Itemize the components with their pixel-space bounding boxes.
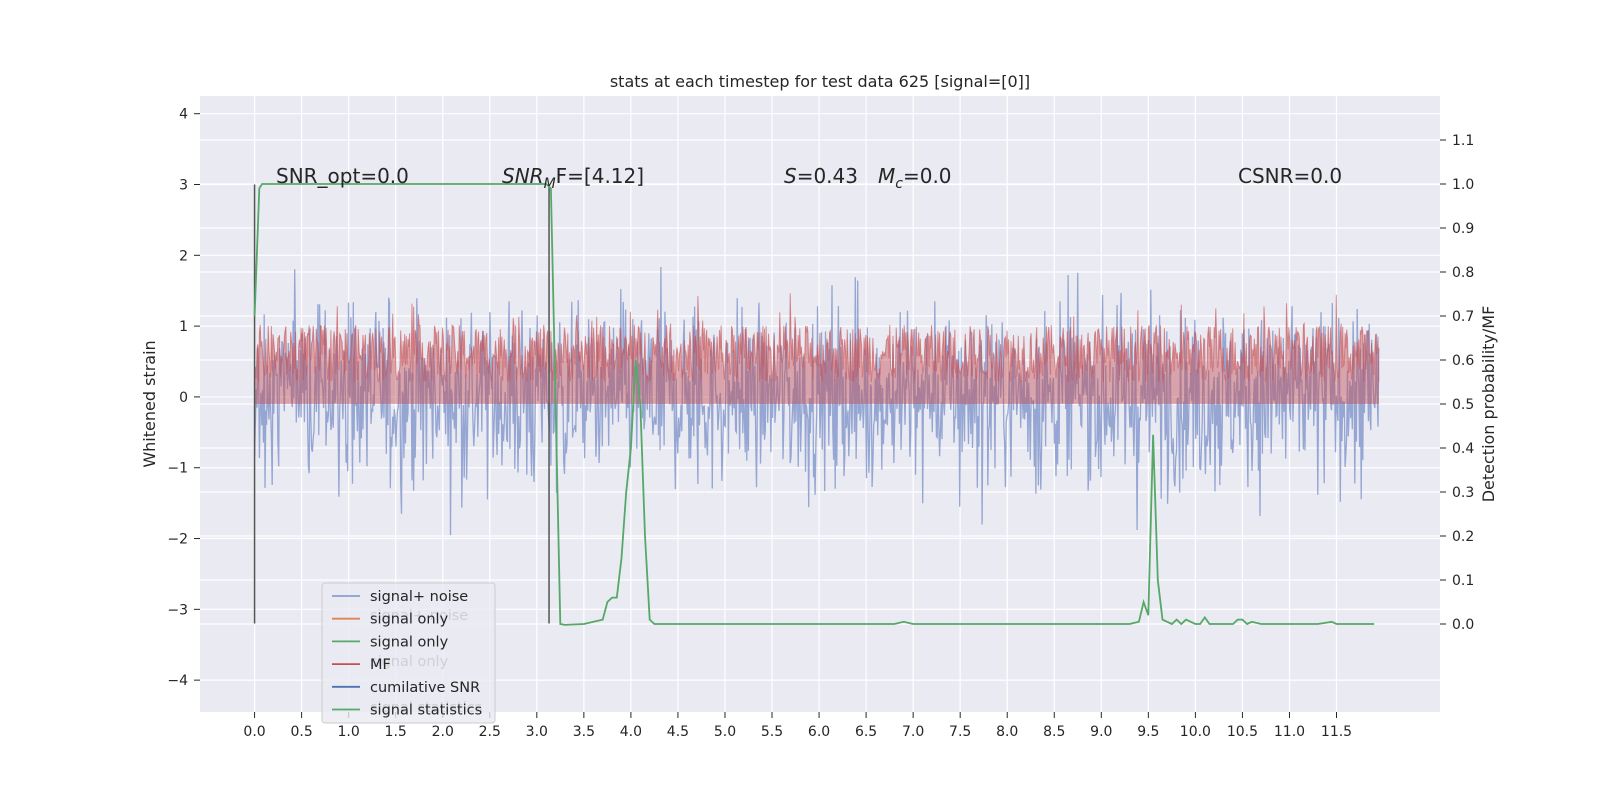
- x-tick-label: 10.5: [1227, 724, 1258, 740]
- y-tick-label-right: 0.6: [1452, 353, 1474, 369]
- x-tick-label: 5.5: [761, 724, 783, 740]
- y-tick-label-left: −2: [167, 532, 188, 548]
- y-tick-label-right: 1.1: [1452, 133, 1474, 149]
- ticks: 0.0 0.5 1.0 1.5 2.0 2.5 3.0 3.5 4.0 4.5 5.0 5.5 6.0 6…: [167, 107, 1474, 740]
- series-layer: [253, 183, 1380, 626]
- series-signal-noise: [253, 266, 1380, 536]
- annotation-snr-mf-sub: M: [544, 176, 556, 192]
- y-tick-label-right: 0.5: [1452, 397, 1474, 413]
- x-tick-label: 11.0: [1274, 724, 1305, 740]
- y-tick-label-left: −3: [167, 602, 188, 618]
- y-tick-label-right: 0.8: [1452, 265, 1474, 281]
- y-tick-label-left: 1: [179, 319, 188, 335]
- legend-box: [321, 582, 496, 724]
- x-tick-label: 8.0: [996, 724, 1018, 740]
- y-tick-label-left: 3: [179, 178, 188, 194]
- x-tick-label: 3.5: [573, 724, 595, 740]
- series-signal-statistics: [253, 183, 1375, 626]
- chart-title: stats at each timestep for test data 625…: [610, 72, 1030, 91]
- annotation-mc-rest: =0.0: [903, 164, 952, 188]
- annotation-s: S=0.43: [784, 164, 858, 188]
- y-tick-label-left: 0: [179, 390, 188, 406]
- y-tick-label-right: 0.0: [1452, 617, 1474, 633]
- legend-ghost-1: signal+ noise: [370, 608, 468, 624]
- y-tick-label-right: 1.0: [1452, 177, 1474, 193]
- y-tick-label-right: 0.3: [1452, 485, 1474, 501]
- x-tick-label: 4.0: [620, 724, 642, 740]
- annotation-snr-mf: SNRMF=[4.12]: [502, 164, 644, 192]
- x-tick-label: 6.0: [808, 724, 830, 740]
- legend: signal+ noise signal only signal statist…: [321, 582, 496, 724]
- x-tick-label: 0.5: [290, 724, 312, 740]
- y-tick-label-right: 0.1: [1452, 573, 1474, 589]
- annotation-snr-mf-main: SNR: [502, 164, 544, 188]
- y-axis-label-right: Detection probability/MF: [1479, 306, 1498, 503]
- x-tick-label: 5.0: [714, 724, 736, 740]
- legend-label: signal statistics: [370, 703, 482, 719]
- x-tick-label: 2.0: [432, 724, 454, 740]
- x-tick-label: 7.5: [949, 724, 971, 740]
- legend-label: MF: [370, 657, 391, 673]
- y-tick-label-left: −4: [167, 673, 188, 689]
- annotation-s-main: S: [784, 164, 797, 188]
- annotation-snr-mf-rest: F=[4.12]: [556, 164, 644, 188]
- annotation-mc-sub: c: [895, 176, 903, 192]
- x-tick-label: 0.0: [243, 724, 265, 740]
- y-tick-label-right: 0.7: [1452, 309, 1474, 325]
- y-tick-label-left: 2: [179, 248, 188, 264]
- x-tick-label: 10.0: [1180, 724, 1211, 740]
- legend-label: signal+ noise: [370, 589, 468, 605]
- annotation-s-rest: =0.43: [797, 164, 858, 188]
- annotation-mc: Mc=0.0: [878, 164, 952, 192]
- x-tick-label: 7.0: [902, 724, 924, 740]
- x-tick-label: 8.5: [1043, 724, 1065, 740]
- x-tick-label: 3.0: [526, 724, 548, 740]
- legend-ghost-2: signal only: [370, 654, 449, 670]
- x-tick-label: 9.5: [1137, 724, 1159, 740]
- y-tick-label-right: 0.9: [1452, 221, 1474, 237]
- y-tick-label-left: 4: [179, 107, 188, 123]
- x-tick-label: 6.5: [855, 724, 877, 740]
- annotation-mc-main: M: [878, 164, 895, 188]
- y-tick-label-left: −1: [167, 461, 188, 477]
- x-tick-label: 1.5: [385, 724, 407, 740]
- annotation-snr-opt: SNR_opt=0.0: [276, 164, 409, 188]
- legend-label: cumilative SNR: [370, 680, 480, 696]
- legend-ghost-3: signal statistics: [370, 700, 482, 716]
- x-tick-label: 1.0: [338, 724, 360, 740]
- series-mf: [254, 293, 1380, 383]
- x-tick-label: 2.5: [479, 724, 501, 740]
- y-tick-label-right: 0.2: [1452, 529, 1474, 545]
- series-mf-fill: [254, 293, 1379, 404]
- x-tick-label: 4.5: [667, 724, 689, 740]
- annotation-csnr: CSNR=0.0: [1238, 164, 1342, 188]
- y-tick-label-right: 0.4: [1452, 441, 1474, 457]
- legend-label: signal only: [370, 612, 449, 628]
- y-axis-label-left: Whitened strain: [140, 340, 159, 467]
- x-tick-label: 11.5: [1321, 724, 1352, 740]
- x-tick-label: 9.0: [1090, 724, 1112, 740]
- legend-label: signal only: [370, 634, 449, 650]
